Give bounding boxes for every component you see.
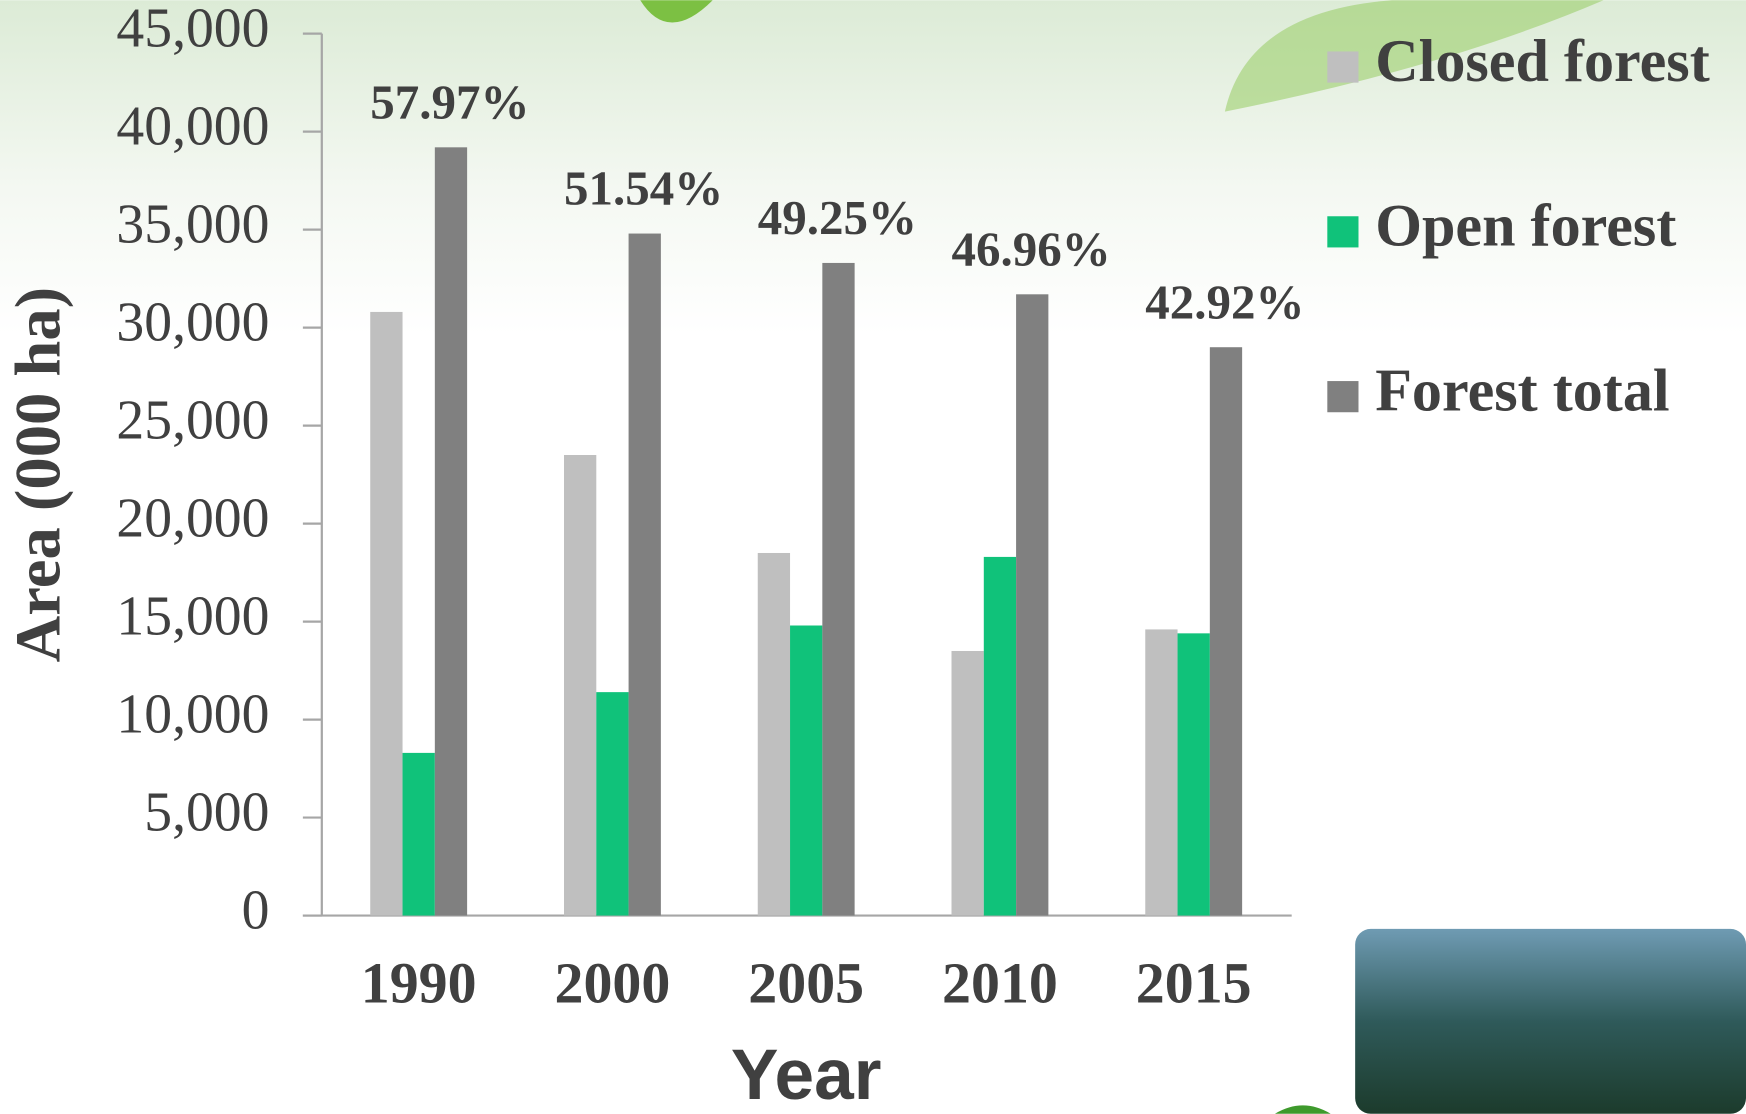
- x-tick-label: 2015: [1136, 950, 1252, 1015]
- bar: [435, 147, 467, 915]
- annotation: 51.54%: [564, 161, 723, 216]
- y-tick-label: 10,000: [116, 683, 269, 745]
- bar: [822, 263, 854, 916]
- legend-label: Forest total: [1375, 357, 1669, 424]
- bar: [952, 651, 984, 916]
- y-tick-label: 40,000: [116, 95, 269, 157]
- y-tick-label: 20,000: [116, 487, 269, 549]
- y-tick-label: 45,000: [116, 0, 269, 59]
- chart: Area (000 ha) Year 0 5,000 10,000 15,000 20,…: [0, 0, 1746, 1114]
- legend-swatch: [1327, 216, 1358, 247]
- bar: [1210, 347, 1242, 915]
- x-axis-title: Year: [731, 1035, 882, 1114]
- legend-swatch: [1327, 51, 1358, 82]
- bar: [370, 312, 402, 916]
- y-tick-label: 0: [242, 879, 270, 941]
- annotation: 42.92%: [1145, 274, 1304, 329]
- bar: [629, 234, 661, 916]
- bar: [1016, 294, 1048, 915]
- annotation: 46.96%: [952, 221, 1111, 276]
- bar: [564, 455, 596, 916]
- bar: [1145, 629, 1177, 915]
- y-axis-title: Area (000 ha): [1, 287, 74, 662]
- page: {"chart_data": {"type": "bar", "categori…: [0, 0, 1746, 1114]
- y-tick-label: 5,000: [144, 781, 269, 843]
- bar: [596, 692, 628, 915]
- annotation: 57.97%: [370, 74, 529, 129]
- forest-photo: [1355, 929, 1746, 1114]
- x-tick-label: 1990: [361, 950, 477, 1015]
- bar: [984, 557, 1016, 916]
- bar: [403, 753, 435, 916]
- x-tick-label: 2010: [942, 950, 1058, 1015]
- bar: [790, 626, 822, 916]
- y-tick-label: 15,000: [116, 585, 269, 647]
- x-tick-label: 2000: [555, 950, 671, 1015]
- legend-label: Closed forest: [1375, 28, 1710, 95]
- bar: [758, 553, 790, 916]
- annotation: 49.25%: [758, 190, 917, 245]
- legend-label: Open forest: [1375, 193, 1676, 260]
- bar: [1178, 633, 1210, 915]
- y-tick-label: 35,000: [116, 193, 269, 255]
- x-tick-label: 2005: [748, 950, 864, 1015]
- legend-swatch: [1327, 381, 1358, 412]
- y-tick-label: 25,000: [116, 389, 269, 451]
- y-tick-label: 30,000: [116, 291, 269, 353]
